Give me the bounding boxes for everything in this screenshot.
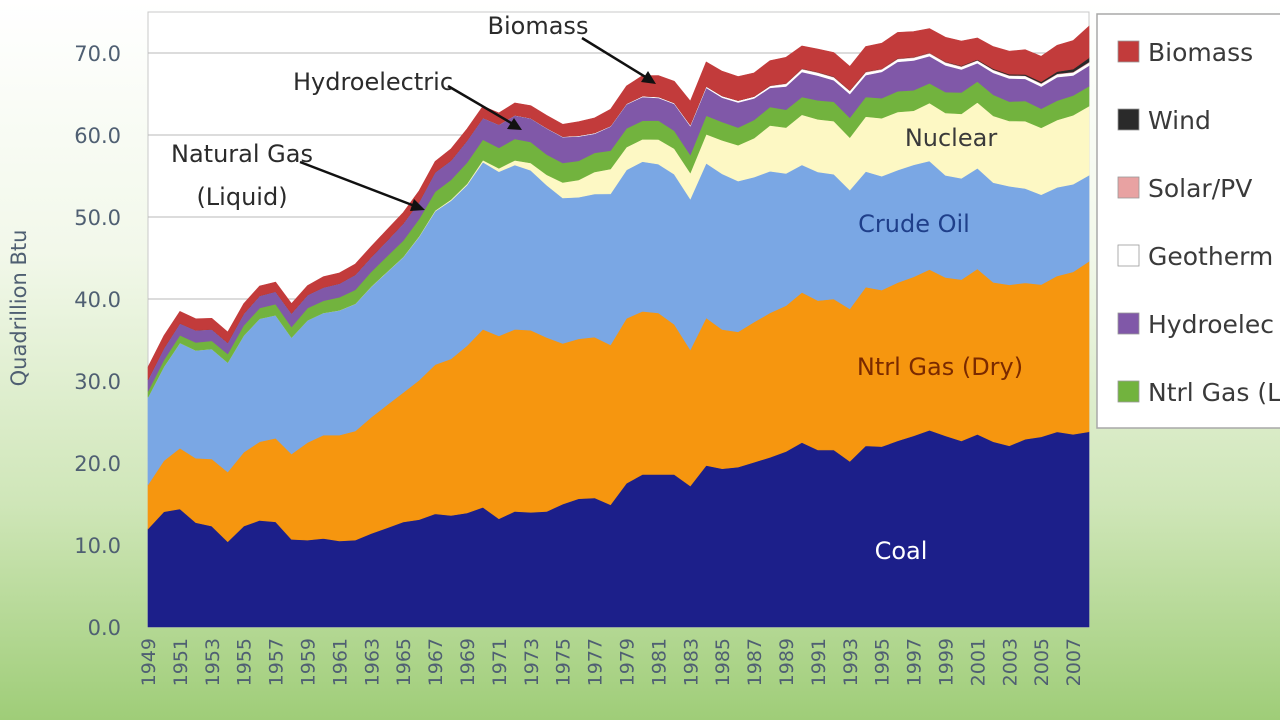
annotation-natural-gas-arrowhead <box>410 199 425 211</box>
x-tick-label: 1995 <box>872 638 894 686</box>
legend-swatch-geothermal <box>1117 244 1140 267</box>
y-tick-label: 50.0 <box>74 206 121 230</box>
legend-box <box>1096 13 1280 429</box>
x-tick-label: 1983 <box>680 638 702 686</box>
legend-label-hydroelectric: Hydroelec <box>1148 310 1274 339</box>
legend-label-solar-pv: Solar/PV <box>1148 174 1252 203</box>
x-tick-label: 2005 <box>1031 638 1053 686</box>
y-tick-label: 30.0 <box>74 370 121 394</box>
annotations: Biomass Hydroelectric Natural Gas (Liqui… <box>171 12 656 211</box>
x-tick-label: 1981 <box>648 638 670 686</box>
annotation-biomass: Biomass <box>488 12 589 40</box>
x-tick-label: 1961 <box>329 638 351 686</box>
stacked-areas <box>147 25 1090 628</box>
x-tick-label: 1979 <box>617 638 639 686</box>
x-tick-label: 1975 <box>553 638 575 686</box>
annotation-hydroelectric-arrowhead <box>507 118 522 130</box>
y-tick-label: 10.0 <box>74 534 121 558</box>
y-tick-label: 0.0 <box>88 616 121 640</box>
x-tick-label: 1951 <box>170 638 192 686</box>
x-tick-label: 1959 <box>298 638 320 686</box>
legend-swatch-hydroelectric <box>1117 312 1140 335</box>
annotation-natural-gas-arrow <box>299 160 421 210</box>
legend-label-wind: Wind <box>1148 106 1211 135</box>
legend-swatch-biomass <box>1117 40 1140 63</box>
annotation-natural-gas-line1: Natural Gas <box>171 140 313 168</box>
x-tick-label: 1985 <box>712 638 734 686</box>
annotation-natural-gas-line2: (Liquid) <box>196 183 287 211</box>
x-tick-label: 1973 <box>521 638 543 686</box>
legend-label-ntrl-gas-liquid: Ntrl Gas (L <box>1148 378 1280 407</box>
x-tick-label: 1967 <box>425 638 447 686</box>
x-tick-label: 1991 <box>808 638 830 686</box>
annotation-hydroelectric-arrow <box>447 84 519 129</box>
area-label-crude-oil: Crude Oil <box>858 210 970 238</box>
x-tick-label: 1993 <box>840 638 862 686</box>
annotation-biomass-arrow <box>581 36 653 83</box>
y-tick-label: 60.0 <box>74 124 121 148</box>
x-axis-ticks: 1949 1951 1953 1955 1957 1959 1961 1963 1965 1967… <box>138 638 1085 686</box>
x-tick-label: 1963 <box>361 638 383 686</box>
legend: Biomass Wind Solar/PV Geotherm Hydroelec Ntrl… <box>1096 13 1280 429</box>
y-tick-label: 70.0 <box>74 42 121 66</box>
x-tick-label: 1957 <box>266 638 288 686</box>
x-tick-label: 1977 <box>585 638 607 686</box>
x-tick-label: 1965 <box>393 638 415 686</box>
area-label-nuclear: Nuclear <box>905 124 998 152</box>
area-labels: Coal Ntrl Gas (Dry) Crude Oil Nuclear <box>857 124 1023 565</box>
x-tick-label: 1949 <box>138 638 160 686</box>
x-tick-label: 2001 <box>967 638 989 686</box>
area-label-coal: Coal <box>875 537 928 565</box>
area-biomass <box>147 25 1090 380</box>
legend-swatch-ntrl-gas-liquid <box>1117 380 1140 403</box>
x-tick-label: 1989 <box>776 638 798 686</box>
x-tick-label: 1999 <box>936 638 958 686</box>
legend-items: Biomass Wind Solar/PV Geotherm Hydroelec Ntrl… <box>1117 38 1280 407</box>
x-tick-label: 1987 <box>744 638 766 686</box>
legend-label-biomass: Biomass <box>1148 38 1253 67</box>
x-tick-label: 1955 <box>234 638 256 686</box>
x-tick-label: 1953 <box>202 638 224 686</box>
y-axis-ticks: 0.0 10.0 20.0 30.0 40.0 50.0 60.0 70.0 <box>74 42 121 640</box>
y-axis-label: Quadrillion Btu <box>7 230 31 387</box>
area-label-ntrl-gas-dry: Ntrl Gas (Dry) <box>857 353 1023 381</box>
annotation-hydroelectric: Hydroelectric <box>293 68 453 96</box>
legend-swatch-solar-pv <box>1117 176 1140 199</box>
y-tick-label: 20.0 <box>74 452 121 476</box>
y-tick-label: 40.0 <box>74 288 121 312</box>
annotation-biomass-arrowhead <box>641 71 656 84</box>
x-tick-label: 1997 <box>904 638 926 686</box>
x-tick-label: 2007 <box>1063 638 1085 686</box>
x-tick-label: 2003 <box>999 638 1021 686</box>
x-tick-label: 1971 <box>489 638 511 686</box>
legend-swatch-wind <box>1117 108 1140 131</box>
legend-label-geothermal: Geotherm <box>1148 242 1273 271</box>
x-tick-label: 1969 <box>457 638 479 686</box>
